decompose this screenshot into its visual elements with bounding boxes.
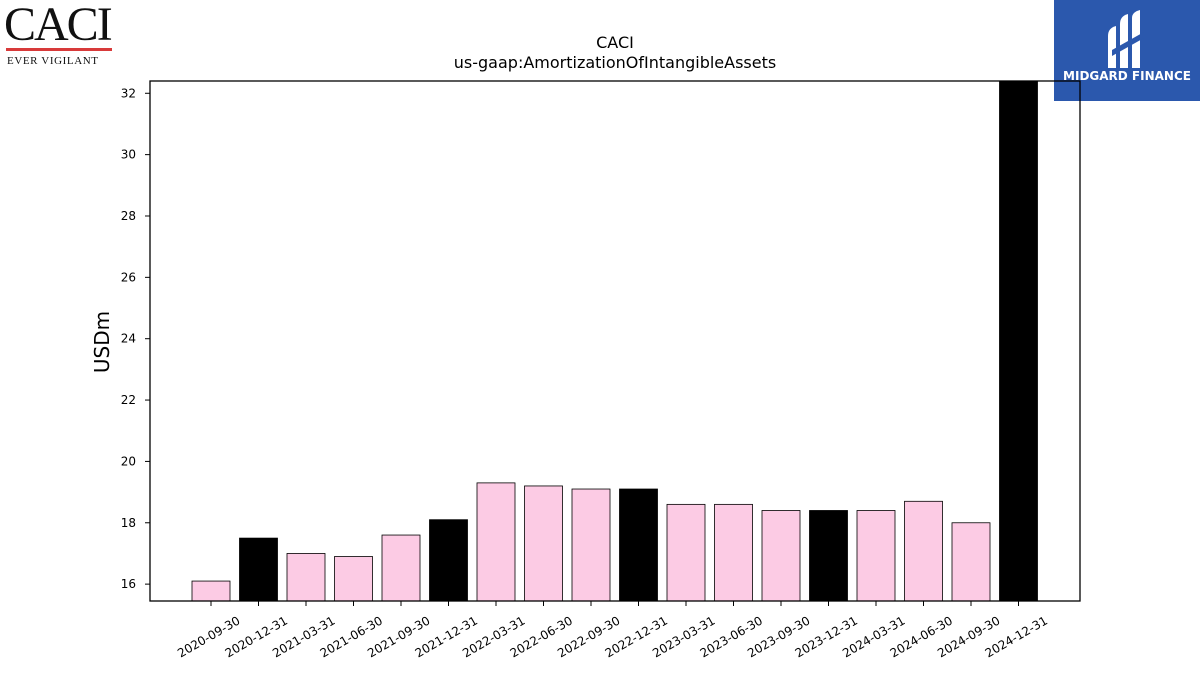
bar-2023-09-30 bbox=[761, 510, 801, 602]
bar-2022-12-31 bbox=[619, 488, 658, 602]
bar-2023-03-31 bbox=[666, 503, 706, 602]
midgard-finance-logo: MIDGARD FINANCE bbox=[1054, 0, 1200, 101]
y-tick-label: 24 bbox=[121, 332, 136, 346]
midgard-finance-wordmark: MIDGARD FINANCE bbox=[1063, 69, 1191, 83]
y-tick-label: 28 bbox=[121, 209, 136, 223]
bars-group bbox=[191, 80, 1038, 602]
y-axis-ticks: 16 18 20 22 24 26 28 30 32 bbox=[121, 86, 150, 591]
midgard-mark-icon bbox=[1108, 10, 1144, 68]
bar-2023-12-31 bbox=[809, 510, 848, 602]
y-tick-label: 18 bbox=[121, 516, 136, 530]
y-tick-label: 26 bbox=[121, 270, 136, 284]
bar-2021-03-31 bbox=[286, 553, 326, 602]
bar-2023-06-30 bbox=[714, 503, 753, 602]
y-tick-label: 16 bbox=[121, 577, 136, 591]
y-tick-label: 30 bbox=[121, 148, 136, 162]
caci-logo-wordmark: CACI bbox=[4, 0, 113, 51]
caci-logo-tagline: EVER VIGILANT bbox=[7, 55, 99, 67]
y-tick-label: 22 bbox=[121, 393, 136, 407]
bar-2021-06-30 bbox=[334, 556, 373, 602]
caci-logo-rule bbox=[6, 48, 112, 51]
chart-title: CACI bbox=[596, 33, 634, 52]
y-tick-label: 20 bbox=[121, 454, 136, 468]
bar-2022-03-31 bbox=[476, 482, 516, 602]
bar-2021-12-31 bbox=[429, 519, 468, 602]
bar-2024-03-31 bbox=[856, 510, 896, 602]
bar-2022-09-30 bbox=[571, 488, 611, 602]
x-axis-ticks: 2020-09-302020-12-312021-03-312021-06-30… bbox=[175, 601, 1050, 660]
bar-2020-09-30 bbox=[191, 580, 231, 602]
bar-2024-09-30 bbox=[951, 522, 991, 602]
bar-2024-12-31 bbox=[999, 80, 1038, 602]
chart-subtitle: us-gaap:AmortizationOfIntangibleAssets bbox=[454, 53, 776, 72]
y-tick-label: 32 bbox=[121, 86, 136, 100]
caci-logo: CACI EVER VIGILANT bbox=[4, 0, 114, 72]
bar-2020-12-31 bbox=[239, 537, 278, 602]
y-axis-label: USDm bbox=[90, 311, 114, 373]
bar-2024-06-30 bbox=[904, 500, 943, 602]
plot-frame bbox=[149, 80, 1081, 602]
bar-2021-09-30 bbox=[381, 534, 421, 602]
bar-2022-06-30 bbox=[524, 485, 563, 602]
